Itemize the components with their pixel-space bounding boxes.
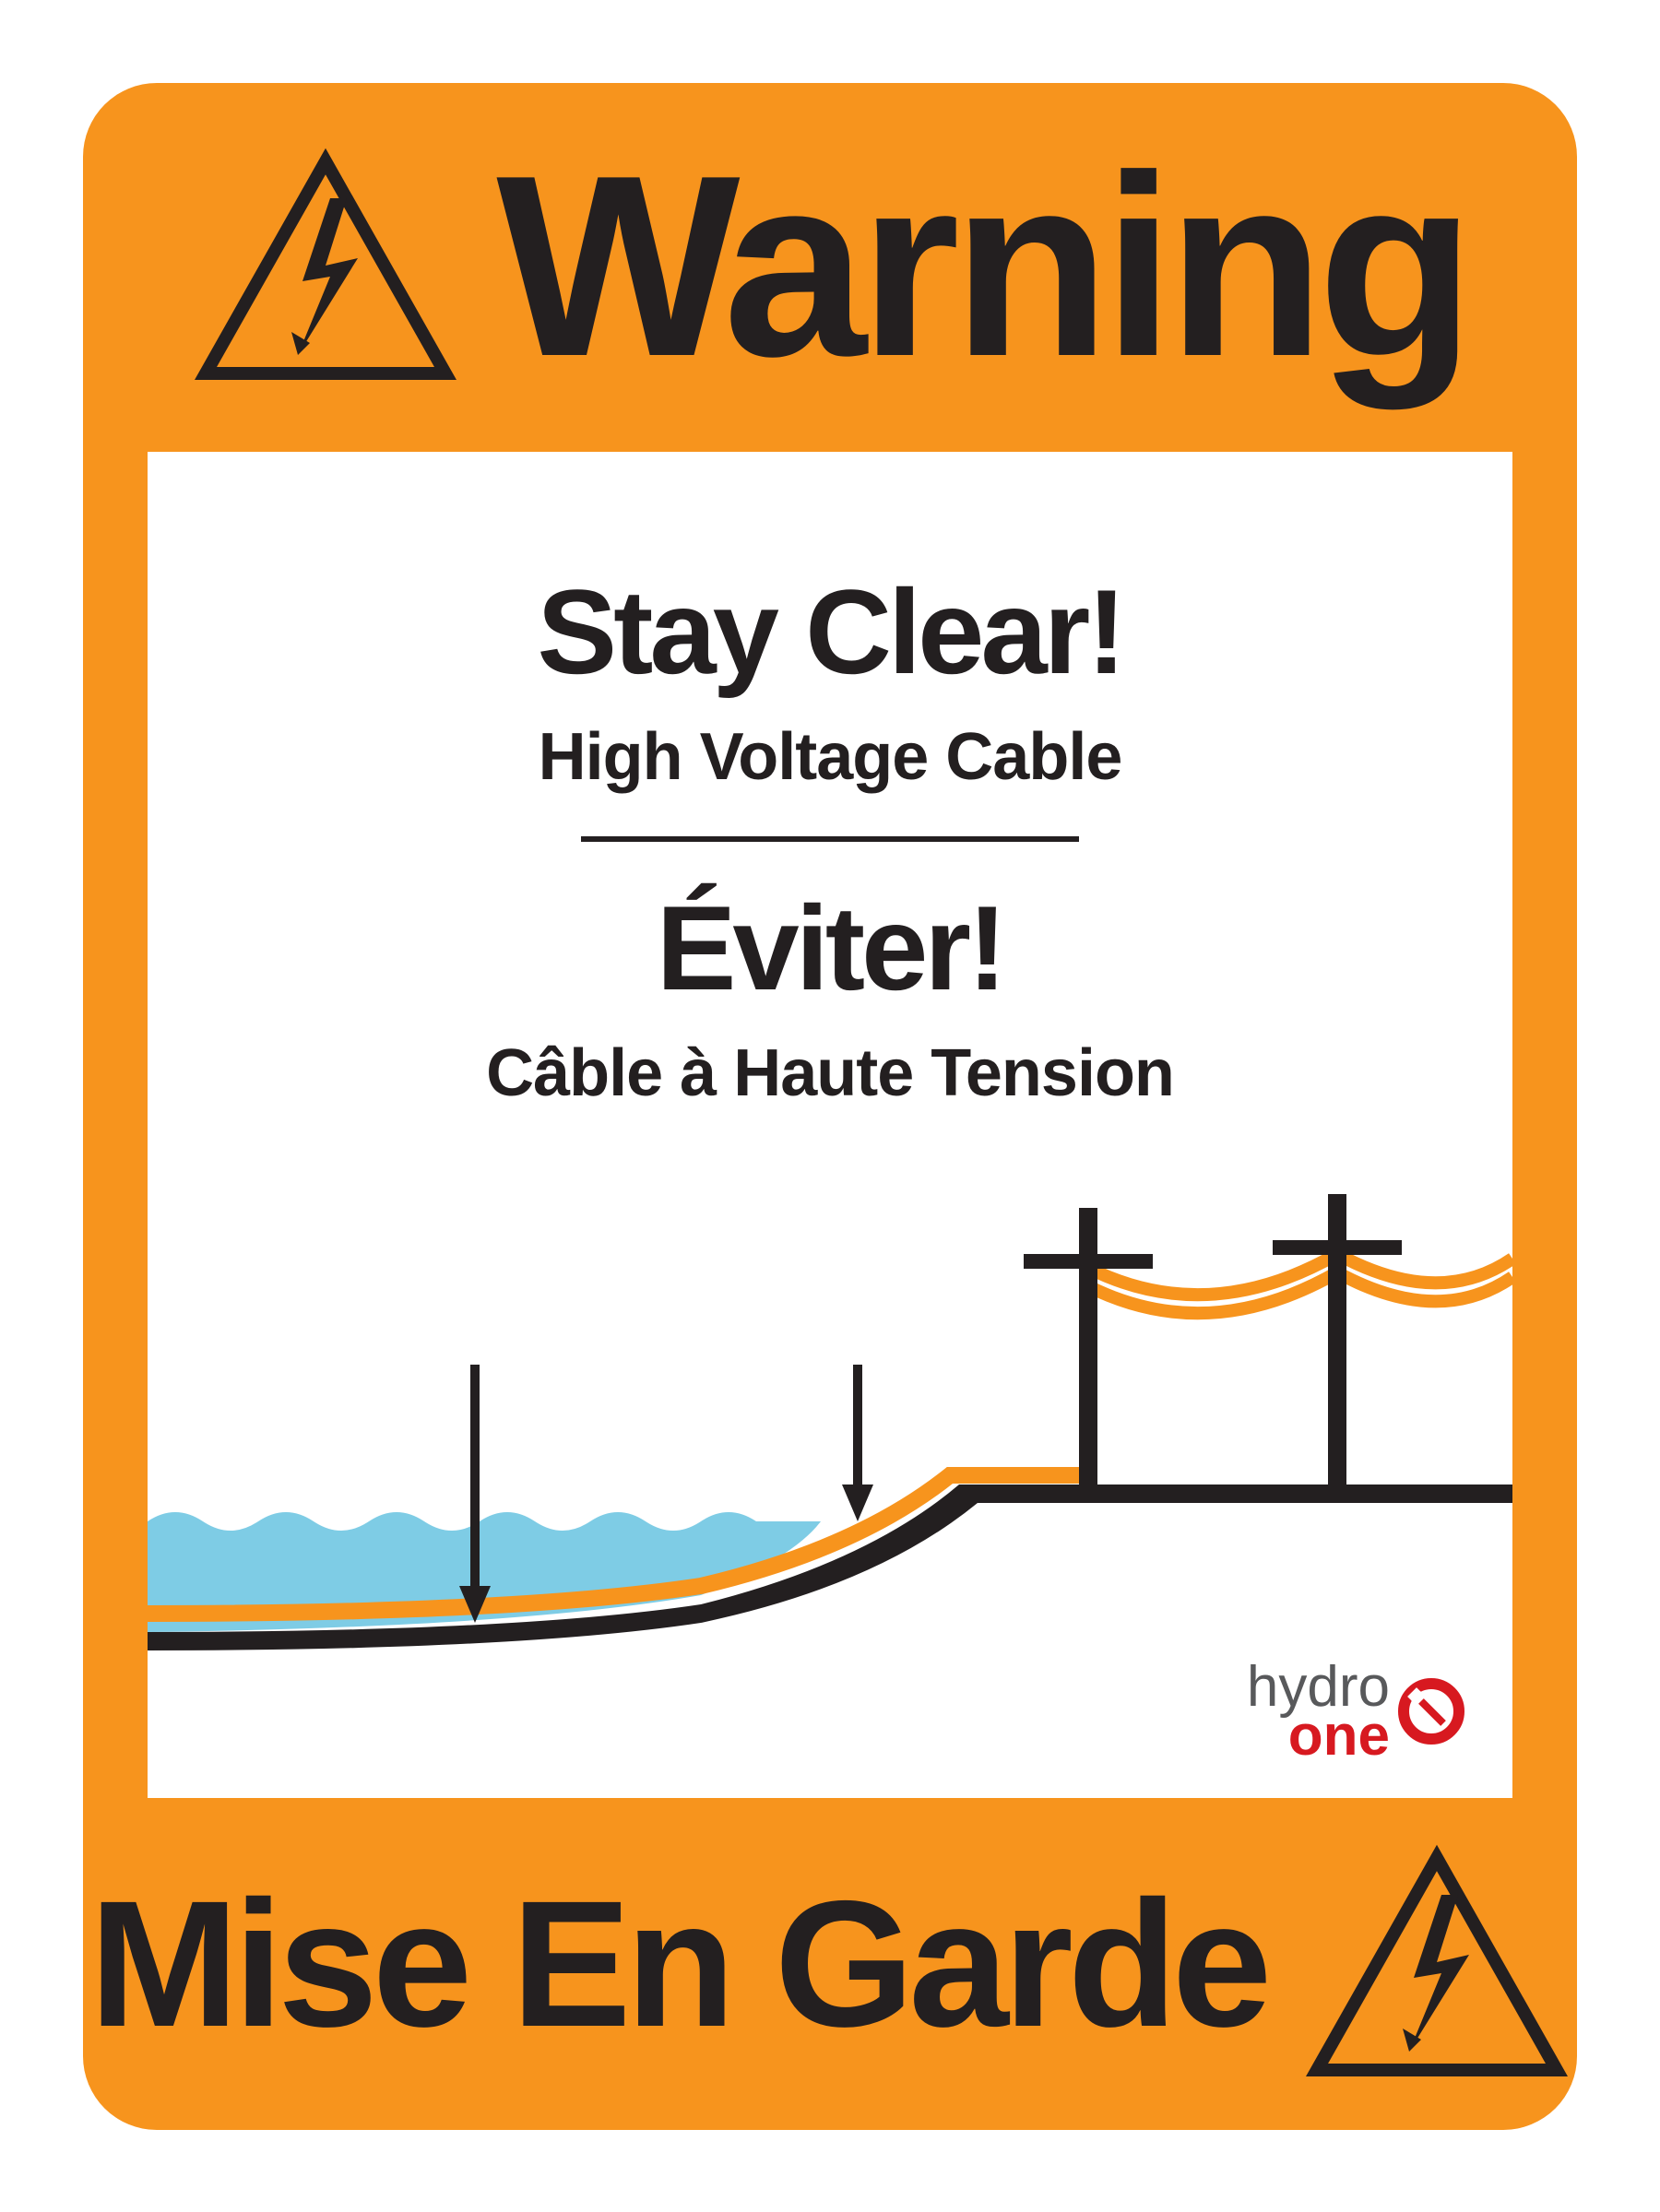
logo-text: hydro one [1247,1663,1390,1760]
footer-title: Mise En Garde [89,1861,1267,2067]
header-title: Warning [496,119,1467,415]
electrical-hazard-icon [192,148,459,387]
crossarm-1 [1024,1254,1153,1269]
utility-pole-2 [1328,1194,1346,1494]
warning-text-block: Stay Clear! High Voltage Cable Éviter! C… [148,452,1512,1111]
subheading-french: Câble à Haute Tension [148,1035,1512,1111]
crossarm-2 [1273,1240,1402,1255]
subheading-english: High Voltage Cable [148,719,1512,795]
arrow-2-head [842,1485,873,1521]
logo-mark-icon [1397,1677,1466,1746]
sign-header: Warning [83,83,1577,452]
warning-sign: Warning Stay Clear! High Voltage Cable É… [83,83,1577,2130]
sign-footer: Mise En Garde [83,1798,1577,2130]
hydro-one-logo: hydro one [1247,1663,1466,1760]
logo-one-text: one [1247,1712,1390,1761]
utility-pole-1 [1079,1208,1097,1494]
language-divider [581,836,1079,842]
electrical-hazard-icon [1303,1844,1571,2084]
center-panel: Stay Clear! High Voltage Cable Éviter! C… [148,452,1512,1798]
heading-english: Stay Clear! [148,562,1512,701]
heading-french: Éviter! [148,879,1512,1017]
